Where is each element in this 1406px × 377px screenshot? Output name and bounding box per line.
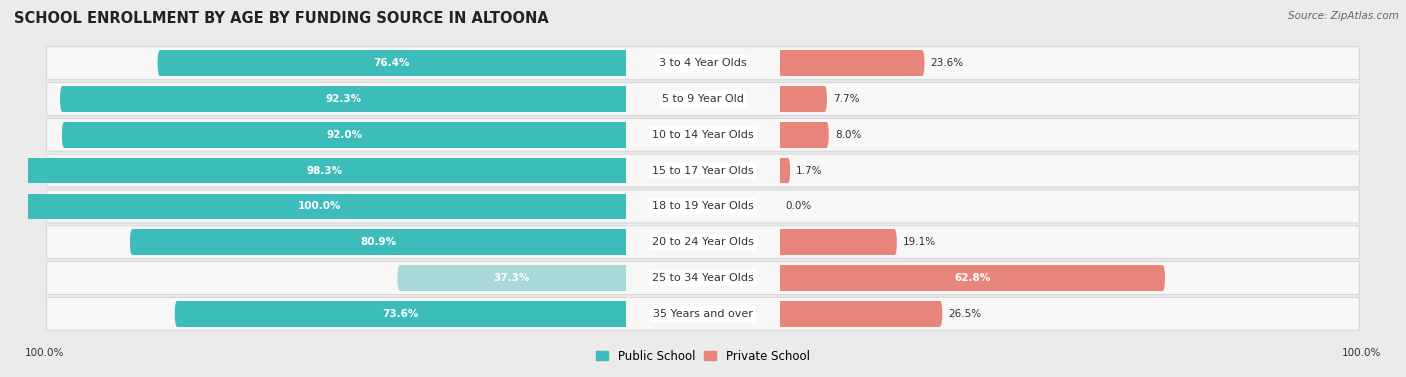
Bar bbox=[780, 122, 782, 148]
Circle shape bbox=[24, 158, 28, 184]
Bar bbox=[780, 301, 941, 327]
Circle shape bbox=[60, 86, 65, 112]
Text: 62.8%: 62.8% bbox=[955, 273, 990, 283]
Bar bbox=[624, 158, 626, 184]
Bar bbox=[780, 265, 782, 291]
Bar bbox=[624, 86, 626, 112]
FancyBboxPatch shape bbox=[46, 118, 1360, 151]
FancyBboxPatch shape bbox=[46, 190, 1360, 223]
Text: 76.4%: 76.4% bbox=[374, 58, 411, 68]
Bar bbox=[624, 50, 626, 76]
Text: SCHOOL ENROLLMENT BY AGE BY FUNDING SOURCE IN ALTOONA: SCHOOL ENROLLMENT BY AGE BY FUNDING SOUR… bbox=[14, 11, 548, 26]
Bar bbox=[624, 193, 626, 219]
Circle shape bbox=[893, 229, 897, 255]
Text: 19.1%: 19.1% bbox=[903, 237, 936, 247]
Text: 23.6%: 23.6% bbox=[931, 58, 963, 68]
Circle shape bbox=[786, 158, 790, 184]
Text: 25 to 34 Year Olds: 25 to 34 Year Olds bbox=[652, 273, 754, 283]
Circle shape bbox=[398, 265, 402, 291]
Bar bbox=[780, 122, 827, 148]
Text: 92.3%: 92.3% bbox=[325, 94, 361, 104]
FancyBboxPatch shape bbox=[46, 47, 1360, 80]
Text: 20 to 24 Year Olds: 20 to 24 Year Olds bbox=[652, 237, 754, 247]
Bar bbox=[780, 229, 894, 255]
Bar bbox=[780, 50, 782, 76]
Bar bbox=[780, 301, 782, 327]
Circle shape bbox=[920, 50, 925, 76]
Circle shape bbox=[157, 50, 162, 76]
Legend: Public School, Private School: Public School, Private School bbox=[592, 345, 814, 367]
Text: Source: ZipAtlas.com: Source: ZipAtlas.com bbox=[1288, 11, 1399, 21]
Bar bbox=[780, 50, 922, 76]
Bar bbox=[160, 50, 626, 76]
Text: 1.7%: 1.7% bbox=[796, 166, 823, 176]
Bar bbox=[25, 158, 626, 184]
FancyBboxPatch shape bbox=[46, 262, 1360, 294]
FancyBboxPatch shape bbox=[46, 226, 1360, 259]
Text: 37.3%: 37.3% bbox=[494, 273, 530, 283]
Circle shape bbox=[174, 301, 179, 327]
Bar bbox=[780, 86, 782, 112]
Text: 15 to 17 Year Olds: 15 to 17 Year Olds bbox=[652, 166, 754, 176]
Text: 92.0%: 92.0% bbox=[326, 130, 363, 140]
FancyBboxPatch shape bbox=[46, 154, 1360, 187]
Text: 100.0%: 100.0% bbox=[25, 348, 65, 358]
Text: 0.0%: 0.0% bbox=[786, 201, 813, 211]
Bar bbox=[780, 158, 787, 184]
Bar bbox=[62, 86, 626, 112]
FancyBboxPatch shape bbox=[46, 297, 1360, 330]
Bar bbox=[399, 265, 626, 291]
Text: 100.0%: 100.0% bbox=[1341, 348, 1381, 358]
Text: 18 to 19 Year Olds: 18 to 19 Year Olds bbox=[652, 201, 754, 211]
Circle shape bbox=[938, 301, 942, 327]
Circle shape bbox=[824, 122, 828, 148]
Bar bbox=[624, 229, 626, 255]
Text: 7.7%: 7.7% bbox=[834, 94, 859, 104]
Text: 35 Years and over: 35 Years and over bbox=[652, 309, 754, 319]
FancyBboxPatch shape bbox=[46, 83, 1360, 115]
Bar bbox=[780, 158, 782, 184]
Bar bbox=[780, 86, 825, 112]
Bar bbox=[624, 265, 626, 291]
Circle shape bbox=[1160, 265, 1166, 291]
Circle shape bbox=[129, 229, 135, 255]
Circle shape bbox=[62, 122, 66, 148]
Circle shape bbox=[823, 86, 827, 112]
Text: 26.5%: 26.5% bbox=[949, 309, 981, 319]
Bar bbox=[15, 193, 626, 219]
Text: 80.9%: 80.9% bbox=[360, 237, 396, 247]
Bar bbox=[780, 265, 1163, 291]
Text: 98.3%: 98.3% bbox=[307, 166, 343, 176]
Text: 10 to 14 Year Olds: 10 to 14 Year Olds bbox=[652, 130, 754, 140]
Bar bbox=[624, 301, 626, 327]
Bar bbox=[65, 122, 626, 148]
Circle shape bbox=[13, 193, 17, 219]
Text: 3 to 4 Year Olds: 3 to 4 Year Olds bbox=[659, 58, 747, 68]
Bar bbox=[780, 229, 782, 255]
Bar bbox=[132, 229, 626, 255]
Text: 5 to 9 Year Old: 5 to 9 Year Old bbox=[662, 94, 744, 104]
Bar bbox=[177, 301, 626, 327]
Text: 73.6%: 73.6% bbox=[382, 309, 419, 319]
Bar bbox=[624, 122, 626, 148]
Text: 100.0%: 100.0% bbox=[298, 201, 342, 211]
Text: 8.0%: 8.0% bbox=[835, 130, 862, 140]
